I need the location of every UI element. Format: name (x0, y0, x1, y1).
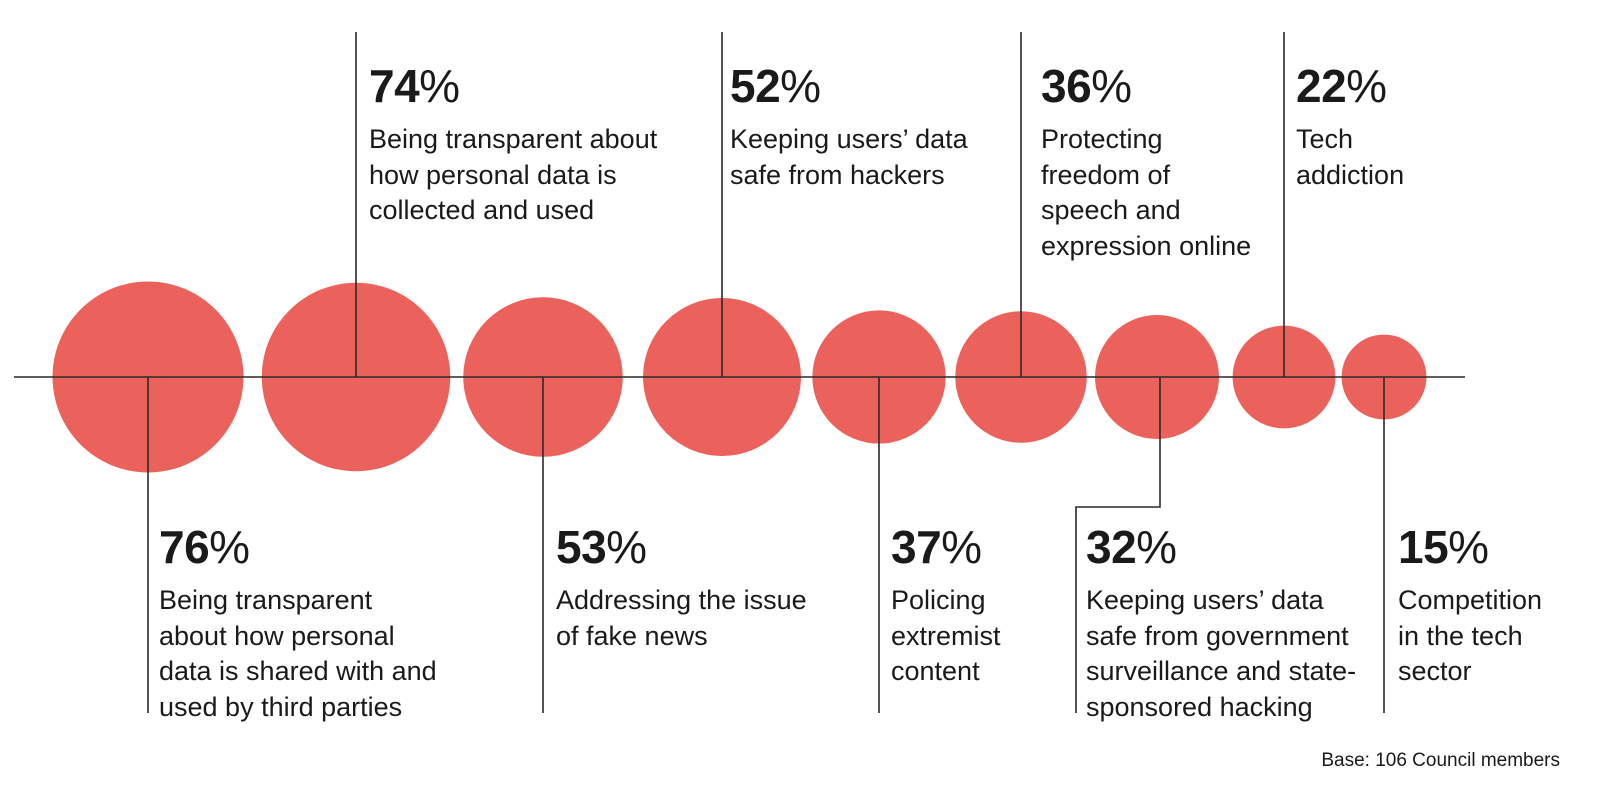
category-label: Competition in the tech sector (1398, 585, 1543, 686)
category-label: Protecting freedom of speech and expression… (1041, 124, 1252, 261)
label-74: 74% Being transparent about how personal d… (369, 63, 657, 229)
label-37: 37% Policing extremist content (891, 524, 1001, 690)
category-label: Tech addiction (1296, 124, 1405, 190)
footnote: Base: 106 Council members (1321, 750, 1560, 771)
label-15: 15% Competition in the tech sector (1398, 524, 1542, 690)
label-52: 52% Keeping users’ data safe from hackers (730, 63, 968, 193)
value-label: 74% (369, 60, 460, 112)
value-label: 36% (1041, 60, 1132, 112)
label-53: 53% Addressing the issue of fake news (556, 524, 807, 654)
value-label: 52% (730, 60, 821, 112)
label-36: 36% Protecting freedom of speech and express… (1041, 63, 1251, 264)
category-label: Being transparent about how personal data… (369, 124, 658, 225)
label-32: 32% Keeping users’ data safe from governme… (1086, 524, 1356, 725)
label-76: 76% Being transparent about how personal da… (159, 524, 437, 725)
leader-line-32 (1075, 377, 1161, 713)
category-label: Policing extremist content (891, 585, 1001, 686)
label-22: 22% Tech addiction (1296, 63, 1404, 193)
value-label: 32% (1086, 521, 1177, 573)
category-label: Addressing the issue of fake news (556, 585, 807, 651)
category-label: Being transparent about how personal data … (159, 585, 437, 722)
value-label: 22% (1296, 60, 1387, 112)
value-label: 37% (891, 521, 982, 573)
value-label: 53% (556, 521, 647, 573)
connector-lines (14, 32, 1465, 713)
category-label: Keeping users’ data safe from government s… (1086, 585, 1357, 722)
value-label: 15% (1398, 521, 1489, 573)
category-label: Keeping users’ data safe from hackers (730, 124, 968, 190)
value-label: 76% (159, 521, 250, 573)
